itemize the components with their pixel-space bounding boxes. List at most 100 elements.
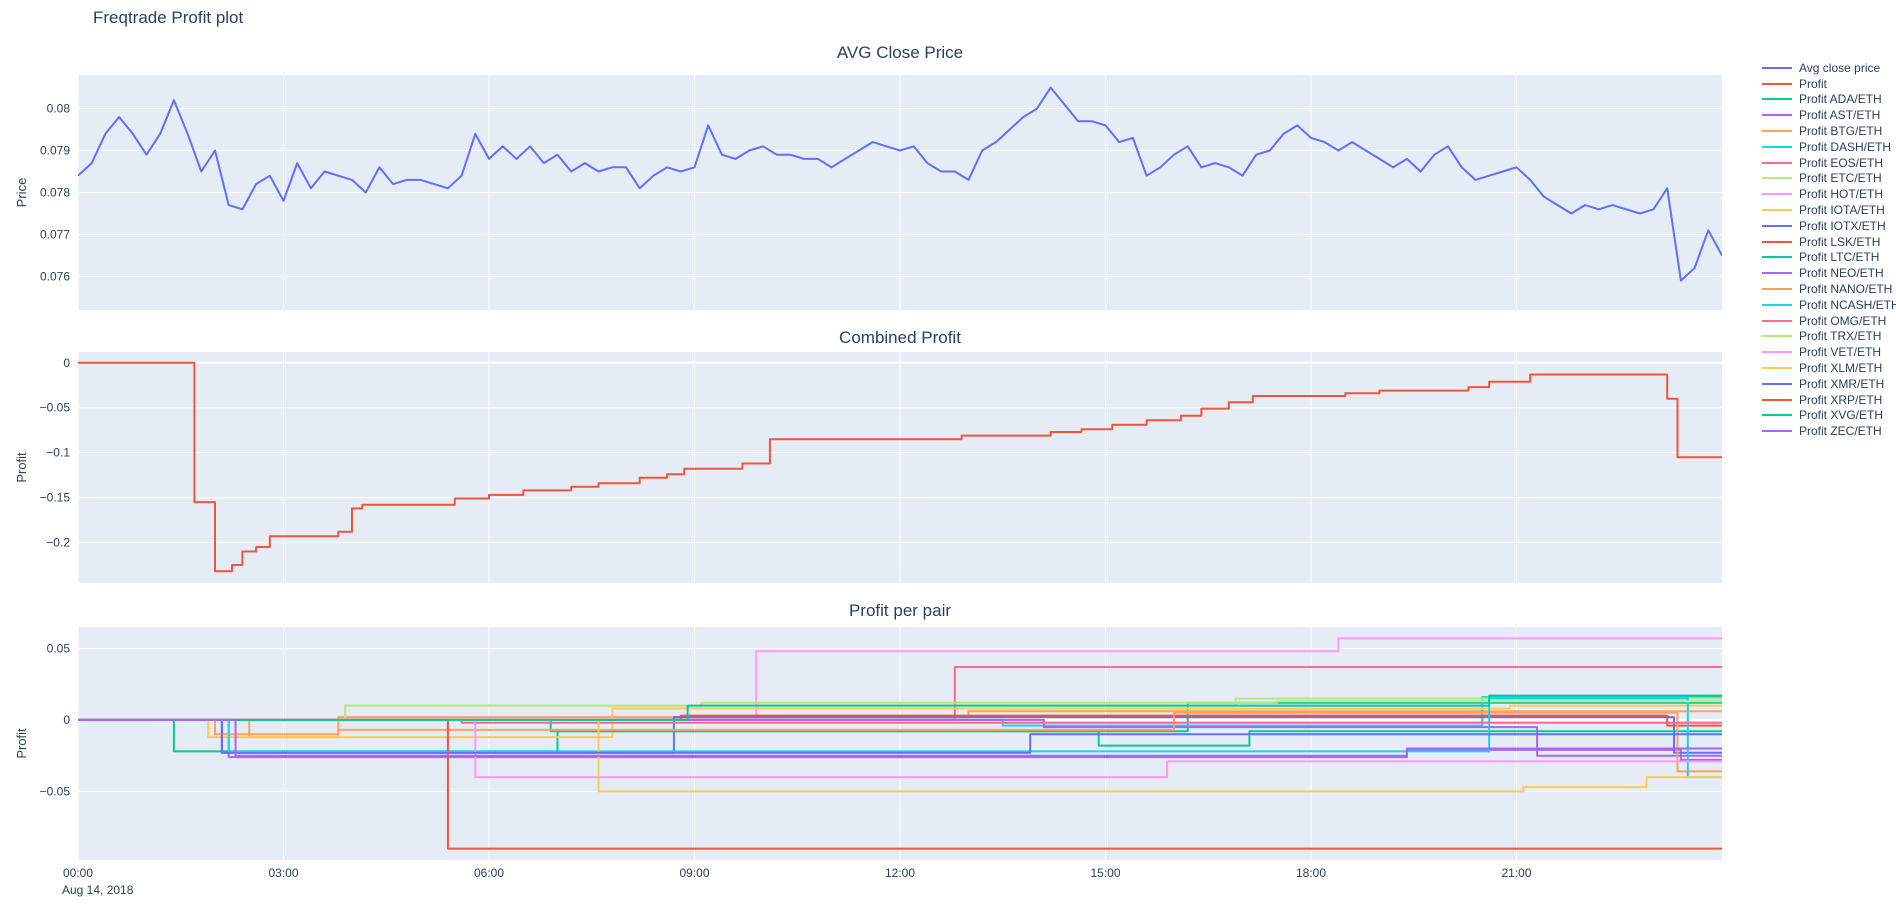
legend-item-profit-btg-eth[interactable]: Profit BTG/ETH: [1762, 123, 1896, 139]
series-profit-xvg-eth: [78, 694, 1722, 721]
y-tick-labels: 0.05 0 −0.05: [40, 641, 71, 798]
svg-text:−0.05: −0.05: [40, 784, 71, 798]
page-title: Freqtrade Profit plot: [93, 8, 244, 27]
legend-item-label: Avg close price: [1799, 60, 1881, 75]
series-group: [78, 86, 1722, 282]
legend-item-label: Profit ADA/ETH: [1799, 92, 1882, 107]
legend-item-label: Profit IOTX/ETH: [1799, 218, 1886, 233]
subplot-title: Combined Profit: [839, 328, 961, 347]
series-profit-neo-eth: [78, 718, 1722, 757]
y-tick-labels: 0 −0.05 −0.1 −0.15 −0.2: [40, 356, 71, 550]
svg-text:0: 0: [63, 356, 70, 370]
series-profit-ncash-eth: [78, 697, 1722, 779]
legend-line-swatch: [1762, 351, 1792, 354]
y-tick-labels: 0.076 0.077 0.078 0.079 0.08: [40, 102, 70, 284]
svg-text:18:00: 18:00: [1296, 866, 1326, 880]
legend-line-swatch: [1762, 319, 1792, 322]
series-profit-btg-eth: [78, 710, 1722, 739]
legend-item-label: Profit XMR/ETH: [1799, 376, 1885, 391]
legend-item-profit-xrp-eth[interactable]: Profit XRP/ETH: [1762, 392, 1896, 408]
series-group: [78, 361, 1722, 573]
subplot-profit-per-pair: Profit per pair 0.05 0 −0.05 Profit 00:00 03:0…: [14, 601, 1722, 897]
legend-item-label: Profit NANO/ETH: [1799, 282, 1893, 297]
svg-text:03:00: 03:00: [268, 866, 298, 880]
legend-line-swatch: [1762, 114, 1792, 117]
legend-line-swatch: [1762, 256, 1792, 259]
x-axis-date-annotation: Aug 14, 2018: [62, 883, 134, 897]
legend-item-label: Profit ZEC/ETH: [1799, 424, 1882, 439]
legend-item-avg-close-price[interactable]: Avg close price: [1762, 60, 1896, 76]
legend-item-profit-eos-eth[interactable]: Profit EOS/ETH: [1762, 155, 1896, 171]
legend-item-profit-trx-eth[interactable]: Profit TRX/ETH: [1762, 329, 1896, 345]
legend-line-swatch: [1762, 66, 1792, 69]
legend-line-swatch: [1762, 398, 1792, 401]
legend-item-label: Profit ETC/ETH: [1799, 171, 1882, 186]
legend-item-profit-ast-eth[interactable]: Profit AST/ETH: [1762, 107, 1896, 123]
legend-item-profit-neo-eth[interactable]: Profit NEO/ETH: [1762, 265, 1896, 281]
legend-item-profit-dash-eth[interactable]: Profit DASH/ETH: [1762, 139, 1896, 155]
svg-text:06:00: 06:00: [474, 866, 504, 880]
legend-item-profit-vet-eth[interactable]: Profit VET/ETH: [1762, 344, 1896, 360]
svg-text:12:00: 12:00: [885, 866, 915, 880]
series-avg-close-price: [78, 86, 1722, 282]
legend-line-swatch: [1762, 303, 1792, 306]
legend-item-profit-ncash-eth[interactable]: Profit NCASH/ETH: [1762, 297, 1896, 313]
legend-line-swatch: [1762, 209, 1792, 212]
legend-item-profit-iota-eth[interactable]: Profit IOTA/ETH: [1762, 202, 1896, 218]
y-axis-title: Profit: [14, 728, 29, 759]
legend-item-label: Profit XRP/ETH: [1799, 392, 1883, 407]
legend-item-profit-iotx-eth[interactable]: Profit IOTX/ETH: [1762, 218, 1896, 234]
legend-item-profit-lsk-eth[interactable]: Profit LSK/ETH: [1762, 234, 1896, 250]
legend-item-label: Profit OMG/ETH: [1799, 313, 1887, 328]
legend-line-swatch: [1762, 335, 1792, 338]
legend-line-swatch: [1762, 430, 1792, 433]
x-tick-labels: 00:00 03:00 06:00 09:00 12:00 15:00 18:00 21:00: [63, 866, 1532, 880]
svg-text:09:00: 09:00: [679, 866, 709, 880]
legend-item-label: Profit LSK/ETH: [1799, 234, 1881, 249]
legend-item-label: Profit LTC/ETH: [1799, 250, 1880, 265]
legend-item-profit-xlm-eth[interactable]: Profit XLM/ETH: [1762, 360, 1896, 376]
legend-line-swatch: [1762, 82, 1792, 85]
legend-line-swatch: [1762, 130, 1792, 133]
legend-item-profit-ltc-eth[interactable]: Profit LTC/ETH: [1762, 250, 1896, 266]
legend-item-label: Profit XVG/ETH: [1799, 408, 1884, 423]
y-axis-title: Price: [14, 178, 29, 208]
subplot-title: AVG Close Price: [837, 43, 963, 62]
legend-item-profit-hot-eth[interactable]: Profit HOT/ETH: [1762, 186, 1896, 202]
svg-text:0: 0: [63, 713, 70, 727]
legend-item-profit-xmr-eth[interactable]: Profit XMR/ETH: [1762, 376, 1896, 392]
subplot-title: Profit per pair: [849, 601, 951, 620]
legend: Avg close price Profit Profit ADA/ETH Profi…: [1762, 60, 1896, 439]
legend-line-swatch: [1762, 98, 1792, 101]
series-profit-nano-eth: [78, 711, 1722, 773]
legend-line-swatch: [1762, 145, 1792, 148]
legend-line-swatch: [1762, 414, 1792, 417]
legend-item-profit-omg-eth[interactable]: Profit OMG/ETH: [1762, 313, 1896, 329]
legend-item-profit-nano-eth[interactable]: Profit NANO/ETH: [1762, 281, 1896, 297]
legend-item-label: Profit TRX/ETH: [1799, 329, 1882, 344]
legend-line-swatch: [1762, 367, 1792, 370]
legend-item-profit-ada-eth[interactable]: Profit ADA/ETH: [1762, 92, 1896, 108]
subplot-avg-close-price: AVG Close Price 0.076 0.077 0.078 0.079 0.08 P…: [14, 43, 1722, 310]
svg-text:21:00: 21:00: [1501, 866, 1531, 880]
legend-item-label: Profit NEO/ETH: [1799, 266, 1884, 281]
legend-item-profit-zec-eth[interactable]: Profit ZEC/ETH: [1762, 423, 1896, 439]
legend-line-swatch: [1762, 193, 1792, 196]
charts-column: AVG Close Price 0.076 0.077 0.078 0.079 0.08 P…: [14, 43, 1722, 897]
legend-item-label: Profit VET/ETH: [1799, 345, 1882, 360]
svg-text:0.05: 0.05: [47, 641, 71, 655]
legend-item-label: Profit: [1799, 76, 1828, 91]
legend-item-profit[interactable]: Profit: [1762, 76, 1896, 92]
legend-item-label: Profit NCASH/ETH: [1799, 297, 1896, 312]
legend-item-profit-xvg-eth[interactable]: Profit XVG/ETH: [1762, 408, 1896, 424]
y-axis-title: Profit: [14, 452, 29, 483]
legend-line-swatch: [1762, 224, 1792, 227]
series-profit-zec-eth: [78, 718, 1722, 757]
svg-text:0.078: 0.078: [40, 186, 70, 200]
legend-item-label: Profit IOTA/ETH: [1799, 203, 1885, 218]
svg-text:0.077: 0.077: [40, 227, 70, 241]
legend-line-swatch: [1762, 382, 1792, 385]
legend-item-profit-etc-eth[interactable]: Profit ETC/ETH: [1762, 171, 1896, 187]
legend-item-label: Profit HOT/ETH: [1799, 187, 1884, 202]
